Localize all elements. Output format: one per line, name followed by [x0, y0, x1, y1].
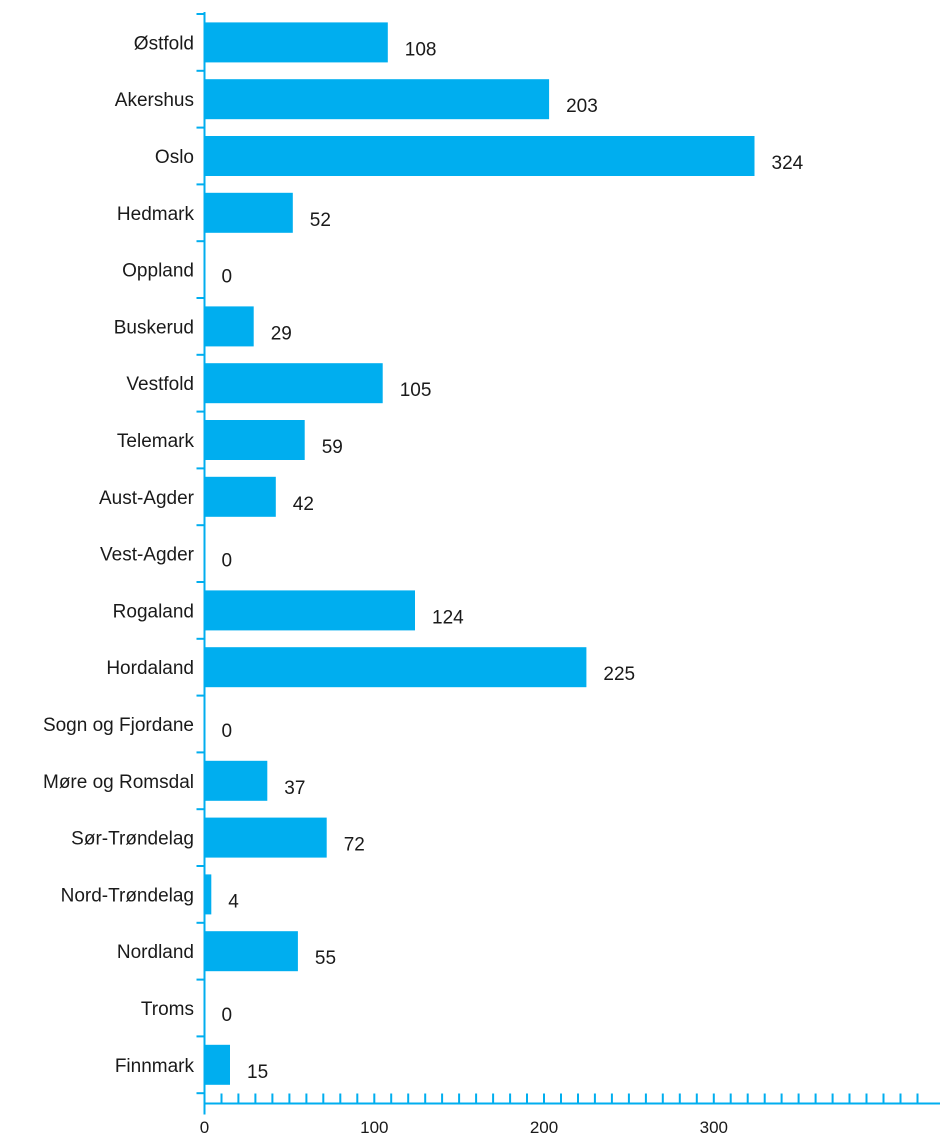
category-label: Troms	[141, 999, 194, 1020]
x-tick-label: 0	[200, 1118, 209, 1137]
category-labels: Østfold Akershus Oslo Hedmark Oppland Buskeru…	[43, 33, 195, 1076]
bar	[204, 647, 587, 688]
data-label: 225	[603, 664, 635, 685]
bar	[204, 192, 293, 233]
data-label: 0	[222, 267, 233, 288]
category-label: Østfold	[134, 33, 194, 54]
data-label: 108	[405, 39, 437, 60]
category-label: Vestfold	[126, 374, 194, 395]
category-label: Telemark	[117, 431, 195, 452]
category-label: Møre og Romsdal	[43, 772, 194, 793]
x-tick-labels: 0 100 200 300	[200, 1118, 728, 1137]
category-label: Oppland	[122, 261, 194, 282]
category-label: Rogaland	[113, 601, 194, 622]
bar	[204, 79, 550, 120]
bar	[204, 306, 254, 347]
data-label: 0	[222, 551, 233, 572]
bars-layer	[204, 22, 755, 1085]
data-label: 4	[228, 891, 239, 912]
bar	[204, 476, 276, 517]
data-label: 72	[344, 835, 365, 856]
bar	[204, 363, 383, 404]
bar	[204, 22, 388, 63]
category-label: Sør-Trøndelag	[71, 829, 194, 850]
data-label: 124	[432, 607, 464, 628]
data-label: 55	[315, 948, 336, 969]
bar	[204, 136, 755, 176]
bar	[204, 1044, 230, 1085]
data-label: 0	[222, 721, 233, 742]
category-label: Oslo	[155, 147, 194, 168]
bar	[204, 420, 305, 460]
category-label: Hedmark	[117, 204, 195, 225]
x-tick-label: 200	[530, 1118, 558, 1137]
category-label: Aust-Agder	[99, 488, 195, 509]
bar	[204, 931, 298, 972]
category-label: Finnmark	[115, 1056, 195, 1077]
category-label: Buskerud	[114, 317, 194, 338]
data-label: 52	[310, 210, 331, 231]
bar	[204, 817, 327, 858]
axes	[203, 12, 940, 1115]
data-label: 42	[293, 494, 314, 515]
category-label: Vest-Agder	[100, 545, 195, 566]
axis-ticks	[196, 13, 919, 1104]
data-label: 203	[566, 96, 598, 117]
category-label: Nordland	[117, 942, 194, 963]
data-label: 105	[400, 380, 432, 401]
data-label: 324	[772, 153, 804, 174]
x-tick-label: 300	[700, 1118, 728, 1137]
bar	[204, 760, 268, 801]
data-label: 37	[284, 778, 305, 799]
category-label: Sogn og Fjordane	[43, 715, 194, 736]
data-label: 59	[322, 437, 343, 458]
value-labels: 108 203 324 52 0 29 105 59 42 0 124 225 0 37 72 4 55 0 15	[222, 39, 804, 1082]
category-label: Hordaland	[106, 658, 194, 679]
x-tick-label: 100	[360, 1118, 388, 1137]
data-label: 29	[271, 323, 292, 344]
category-label: Nord-Trøndelag	[61, 885, 194, 906]
data-label: 15	[247, 1062, 268, 1083]
bar	[204, 874, 212, 915]
category-label: Akershus	[115, 90, 194, 111]
data-label: 0	[222, 1005, 233, 1026]
bar	[204, 590, 415, 631]
